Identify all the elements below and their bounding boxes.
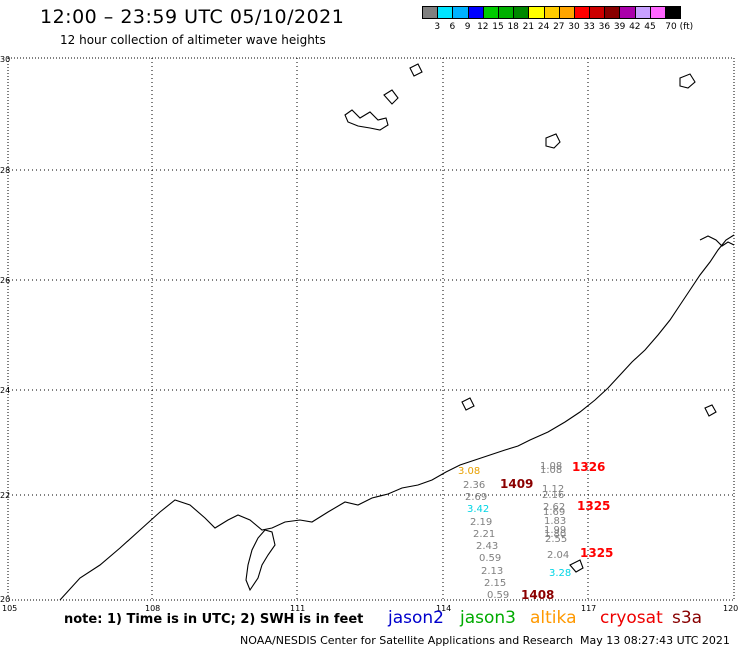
pass-time: 1409: [500, 477, 533, 491]
mainland-coast: [59, 234, 735, 601]
credit-text: NOAA/NESDIS Center for Satellite Applica…: [240, 634, 574, 647]
wave-reading: 2.13: [481, 566, 503, 577]
wave-reading: 0.59: [479, 553, 501, 564]
island-outline: [679, 73, 696, 89]
lon-label: 105: [2, 604, 17, 613]
hainan-island: [245, 529, 276, 592]
scale-label: 27: [553, 22, 565, 32]
wave-reading: 1.08: [540, 461, 562, 472]
lon-label: 111: [290, 604, 305, 613]
lat-label: 24: [0, 386, 10, 395]
wave-reading: 2.16: [542, 490, 564, 501]
scale-label: 12: [477, 22, 489, 32]
wave-reading: 2.21: [473, 529, 495, 540]
legend-altika: altika: [530, 608, 577, 628]
wave-reading: 3.42: [467, 504, 489, 515]
pass-time: 1325: [577, 499, 610, 513]
pass-times: 1326 1409 1325 1325 1408: [500, 460, 613, 602]
scale-label: 24: [537, 22, 550, 32]
lon-label: 120: [723, 604, 738, 613]
lon-label: 117: [581, 604, 596, 613]
color-scale-labels: 3 6 9 12 15 18 21 24 27 30 33 36 39 42 45 70 (ft): [422, 22, 740, 34]
lon-label: 114: [436, 604, 451, 613]
wave-reading: 2.15: [484, 578, 506, 589]
map-frame: [7, 57, 735, 601]
scale-label: 33: [583, 22, 595, 32]
wave-reading: 3.08: [458, 466, 480, 477]
scale-label: 30: [568, 22, 580, 32]
wave-reading: 3.28: [549, 568, 571, 579]
scale-label: 42: [629, 22, 641, 32]
scale-label: 9: [464, 22, 471, 32]
legend-cryosat: cryosat: [600, 608, 663, 628]
scale-label: 45: [644, 22, 656, 32]
scale-label: 18: [507, 22, 519, 32]
latitude-labels: 30 28 26 24 22 20: [0, 55, 10, 604]
map-title: 12:00 – 23:59 UTC 05/10/2021: [40, 6, 345, 28]
scale-label: 21: [522, 22, 535, 32]
wave-reading: 1.80: [544, 529, 566, 540]
scale-label: 6: [449, 22, 456, 32]
island-outline: [344, 109, 389, 131]
island-outline: [545, 133, 561, 149]
wave-reading: 0.59: [487, 590, 509, 601]
wave-reading: 1.69: [543, 507, 565, 518]
timestamp-text: May 13 08:27:43 UTC 2021: [580, 634, 730, 647]
coast-detail: [699, 235, 735, 247]
island-outline: [461, 397, 475, 411]
lon-label: 108: [145, 604, 160, 613]
wave-reading: 1.12: [542, 484, 564, 495]
scale-label: 70 (ft): [665, 22, 694, 32]
wave-reading: 2.55: [545, 534, 567, 545]
scale-swatch: [665, 6, 682, 19]
lat-label: 26: [0, 276, 10, 285]
lat-label: 22: [0, 491, 10, 500]
legend-jason2: jason2: [388, 608, 444, 628]
pass-time: 1408: [521, 588, 554, 602]
wave-reading: 2.19: [470, 517, 492, 528]
pass-time: 1326: [572, 460, 605, 474]
scale-label: 36: [598, 22, 611, 32]
legend-s3a: s3a: [672, 608, 703, 628]
longitude-labels: 105 108 111 114 117 120: [2, 604, 738, 613]
scale-label: 15: [492, 22, 504, 32]
island-outline: [569, 559, 584, 573]
wave-reading: 1.08: [540, 465, 562, 476]
map-subtitle: 12 hour collection of altimeter wave hei…: [60, 33, 326, 47]
wave-height-readings: 3.08 2.36 2.69 3.42 2.19 2.21 2.43 0.59 …: [458, 461, 571, 601]
color-scale-bar: [422, 6, 682, 19]
lat-label: 20: [0, 595, 10, 604]
island-outline: [704, 404, 717, 417]
island-outline: [383, 89, 399, 105]
island-outline: [409, 63, 423, 77]
units-note: note: 1) Time is in UTC; 2) SWH is in fe…: [64, 612, 364, 627]
wave-reading: 1.99: [544, 525, 566, 536]
graticule: [8, 58, 734, 600]
wave-reading: 2.04: [547, 550, 569, 561]
wave-reading: 2.43: [476, 541, 498, 552]
wave-reading: 2.36: [463, 480, 485, 491]
scale-label: 3: [434, 22, 441, 32]
lat-label: 30: [0, 55, 10, 64]
scale-label: 39: [613, 22, 626, 32]
lat-label: 28: [0, 166, 10, 175]
pass-time: 1325: [580, 546, 613, 560]
wave-reading: 2.62: [543, 502, 565, 513]
wave-reading: 2.69: [465, 492, 487, 503]
coastline: [59, 63, 735, 601]
wave-reading: 1.83: [544, 516, 566, 527]
legend-jason3: jason3: [460, 608, 516, 628]
